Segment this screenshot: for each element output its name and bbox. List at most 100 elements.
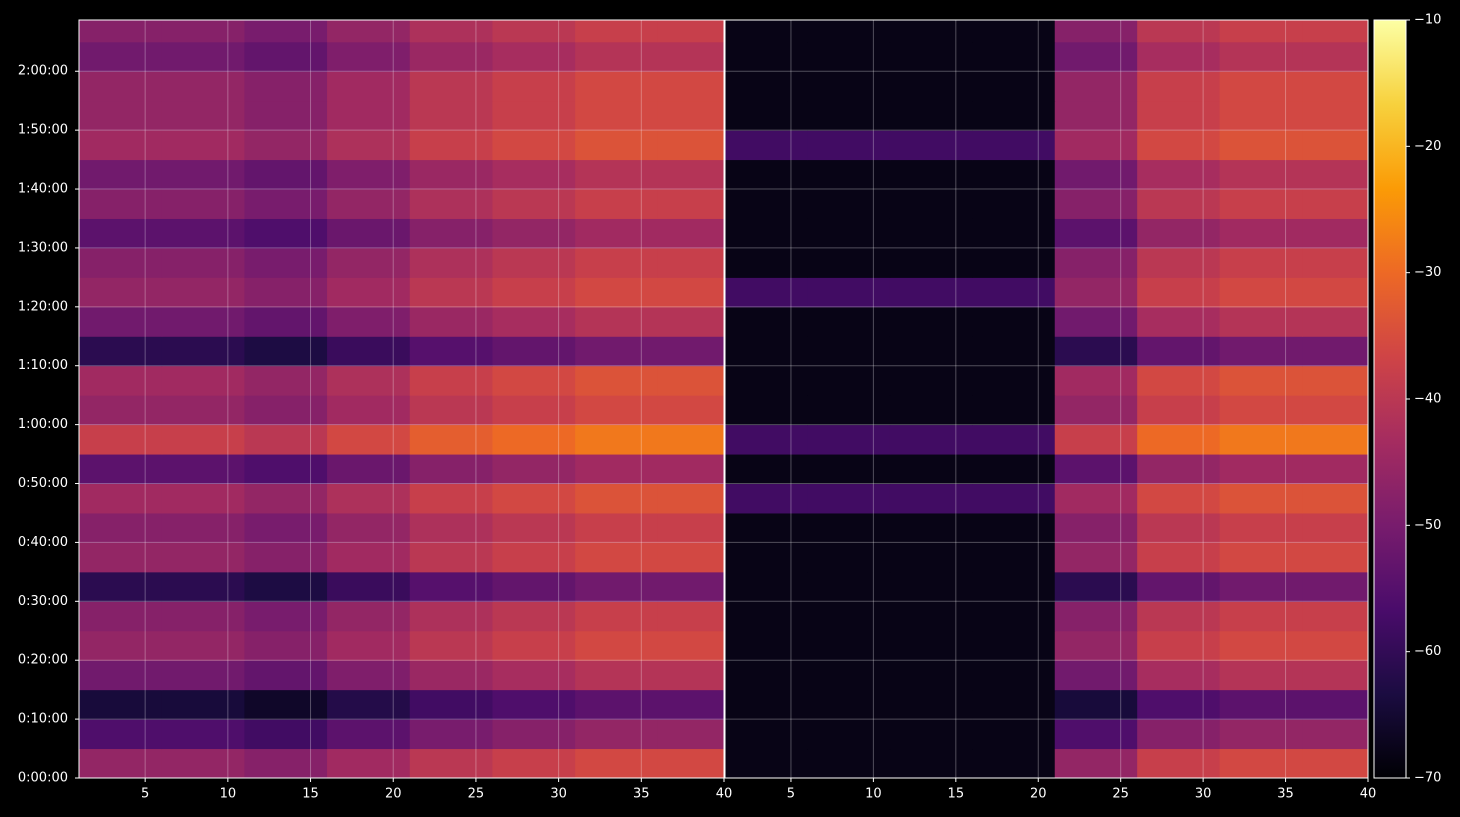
heatmap-cell — [657, 306, 724, 337]
heatmap-cell — [807, 130, 891, 161]
heatmap-cell — [244, 395, 328, 426]
y-tick-label: 1:00:00 — [18, 417, 68, 432]
heatmap-cell — [807, 748, 891, 778]
heatmap-cell — [575, 306, 659, 337]
x-tick-label: 35 — [1277, 787, 1294, 802]
y-tick-label: 1:10:00 — [18, 358, 68, 373]
heatmap-cell — [972, 748, 1056, 778]
heatmap-cell — [1054, 159, 1138, 190]
heatmap-cell — [492, 130, 576, 161]
x-tick-label: 30 — [550, 787, 567, 802]
y-tick-label: 2:00:00 — [18, 64, 68, 79]
heatmap-cell — [492, 483, 576, 514]
heatmap-cell — [409, 277, 493, 308]
heatmap-cell — [409, 130, 493, 161]
heatmap-cell — [1137, 20, 1221, 43]
y-tick-label: 0:40:00 — [18, 535, 68, 550]
heatmap-cell — [657, 130, 724, 161]
heatmap-cell — [657, 71, 724, 102]
heatmap-cell — [1137, 630, 1221, 661]
heatmap-cell — [1219, 247, 1303, 278]
heatmap-cell — [807, 630, 891, 661]
heatmap-cell — [1054, 365, 1138, 396]
heatmap-cell — [575, 512, 659, 543]
heatmap-cell — [1054, 660, 1138, 691]
heatmap-cell — [1302, 365, 1368, 396]
heatmap-cell — [327, 512, 411, 543]
heatmap-cell — [725, 630, 808, 661]
heatmap-cell — [409, 542, 493, 573]
heatmap-cell — [1054, 218, 1138, 249]
heatmap-cell — [725, 71, 808, 102]
heatmap-cell — [161, 306, 245, 337]
heatmap-cell — [725, 689, 808, 720]
heatmap-cell — [657, 159, 724, 190]
heatmap-cell — [1137, 424, 1221, 455]
heatmap-cell — [1219, 306, 1303, 337]
heatmap-cell — [807, 247, 891, 278]
heatmap-cell — [161, 512, 245, 543]
heatmap-cell — [409, 748, 493, 778]
heatmap-cell — [409, 336, 493, 367]
heatmap-cell — [1054, 689, 1138, 720]
plot-frame — [78, 19, 725, 779]
heatmap-cell — [492, 630, 576, 661]
heatmap-cell — [725, 719, 808, 750]
heatmap-cell — [807, 719, 891, 750]
heatmap-cell — [972, 512, 1056, 543]
heatmap-cell — [1137, 483, 1221, 514]
heatmap-cell — [575, 454, 659, 485]
heatmap-cell — [889, 660, 973, 691]
heatmap-cell — [807, 71, 891, 102]
heatmap-cell — [657, 689, 724, 720]
heatmap-cell — [889, 71, 973, 102]
heatmap-cell — [1137, 512, 1221, 543]
heatmap-cell — [492, 542, 576, 573]
heatmap-cell — [161, 689, 245, 720]
heatmap-cell — [161, 483, 245, 514]
heatmap-cell — [889, 41, 973, 72]
heatmap-cell — [972, 719, 1056, 750]
heatmap-cell — [244, 130, 328, 161]
heatmap-cell — [725, 542, 808, 573]
heatmap-cell — [1054, 336, 1138, 367]
colorbar-tick-label: −70 — [1414, 771, 1441, 786]
heatmap-cell — [807, 41, 891, 72]
heatmap-cell — [492, 71, 576, 102]
heatmap-cell — [889, 454, 973, 485]
heatmap-cell — [161, 660, 245, 691]
heatmap-cell — [492, 660, 576, 691]
heatmap-cell — [244, 306, 328, 337]
heatmap-cell — [1137, 571, 1221, 602]
y-tick-label: 0:00:00 — [18, 771, 68, 786]
heatmap-cell — [161, 601, 245, 632]
heatmap-cell — [1054, 41, 1138, 72]
heatmap-cell — [1302, 719, 1368, 750]
heatmap-cell — [972, 189, 1056, 219]
colorbar — [1373, 19, 1407, 779]
heatmap-cell — [492, 365, 576, 396]
heatmap-cell — [807, 20, 891, 43]
heatmap-cell — [657, 571, 724, 602]
heatmap-cell — [244, 454, 328, 485]
heatmap-cell — [972, 336, 1056, 367]
heatmap-cell — [161, 336, 245, 367]
heatmap-cell — [1302, 512, 1368, 543]
heatmap-cell — [725, 189, 808, 219]
heatmap-cell — [244, 571, 328, 602]
heatmap-cell — [1219, 130, 1303, 161]
heatmap-cell — [807, 365, 891, 396]
colorbar-tick-label: −10 — [1414, 13, 1441, 28]
heatmap-cell — [161, 454, 245, 485]
heatmap-cell — [1219, 424, 1303, 455]
heatmap-cell — [657, 660, 724, 691]
heatmap-cell — [1219, 571, 1303, 602]
x-tick-label: 20 — [385, 787, 402, 802]
heatmap-cell — [657, 748, 724, 778]
heatmap-cell — [327, 130, 411, 161]
heatmap-cell — [1137, 395, 1221, 426]
heatmap-cell — [327, 630, 411, 661]
heatmap-cell — [244, 424, 328, 455]
heatmap-cell — [1054, 277, 1138, 308]
